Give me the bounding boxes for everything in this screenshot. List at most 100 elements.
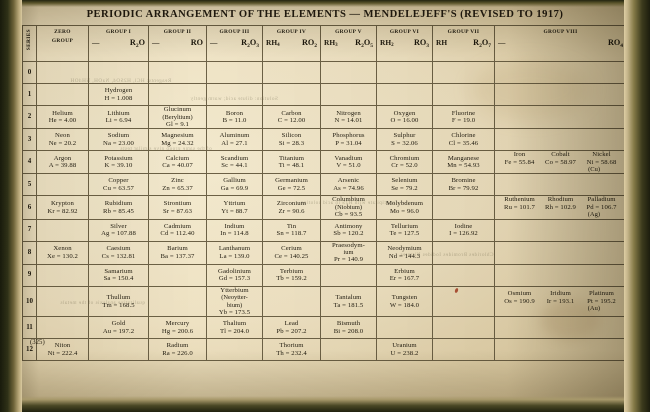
cell-g8[interactable]: Iron Fe = 55.84 Cobalt Co = 58.97 Nickel Ni =… — [494, 150, 627, 175]
cell-zero[interactable]: Krypton Kr = 82.92 — [36, 195, 89, 220]
cell-g5[interactable]: Antimony Sb = 120.2 — [320, 218, 377, 242]
element-weight: Cr = 52.0 — [391, 162, 418, 170]
cell-zero[interactable]: Neon Ne = 20.2 — [36, 128, 89, 152]
element-name: Germanium — [275, 177, 308, 185]
cell-g1[interactable]: Gold Au = 197.2 — [88, 316, 149, 340]
cell-g4[interactable]: Zirconium Zr = 90.6 — [262, 195, 321, 220]
cell-g7[interactable]: Chlorine Cl = 35.46 — [432, 128, 495, 152]
cell-g8[interactable]: Ruthenium Ru = 101.7 Rhodium Rh = 102.9 Pall… — [494, 195, 627, 220]
cell-g6[interactable]: Neodymium Nd = 144.3 — [376, 240, 433, 265]
cell-zero[interactable]: Xenon Xe = 130.2 — [36, 240, 89, 265]
cell-g6[interactable]: Oxygen O = 16.00 — [376, 104, 433, 130]
cell-g7[interactable]: Manganese Mn = 54.93 — [432, 150, 495, 175]
cell-g6[interactable]: Tungsten W = 184.0 — [376, 285, 433, 318]
cell-g7[interactable]: Iodine I = 126.92 — [432, 218, 495, 242]
cell-g1[interactable]: Copper Cu = 63.57 — [88, 173, 149, 197]
cell-g5 — [320, 61, 377, 84]
cell-g6[interactable]: Sulphur S = 32.06 — [376, 128, 433, 152]
cell-g3[interactable]: Boron B = 11.0 — [206, 104, 263, 130]
cell-g1[interactable]: Sodium Na = 23.00 — [88, 128, 149, 152]
cell-g7[interactable]: Fluorine F = 19.0 — [432, 104, 495, 130]
cell-g4[interactable]: Germanium Ge = 72.5 — [262, 173, 321, 197]
cell-g6[interactable]: Chromium Cr = 52.0 — [376, 150, 433, 175]
cell-g5[interactable]: Praesodym-ium Pr = 140.9 — [320, 240, 377, 265]
cell-zero[interactable]: Argon A = 39.88 — [36, 150, 89, 175]
cell-g8[interactable]: Osmium Os = 190.9 Iridium Ir = 193.1 Platinu… — [494, 285, 627, 318]
element-name: Aluminum — [219, 132, 250, 140]
cell-g1[interactable]: Rubidium Rb = 85.45 — [88, 195, 149, 220]
cell-g5[interactable]: Nitrogen N = 14.01 — [320, 104, 377, 130]
table-row: 7 Silver Ag = 107.88 Cadmium Cd = 112.40 Indi… — [22, 218, 627, 242]
element-g5: Bismuth Bi = 208.0 — [321, 320, 376, 335]
cell-g7[interactable]: Bromine Br = 79.92 — [432, 173, 495, 197]
periodic-table: SERIES ZERO GROUP GROUP I — R2O GROUP II … — [22, 25, 627, 362]
cell-g3[interactable]: Aluminum Al = 27.1 — [206, 128, 263, 152]
element-name: Chromium — [389, 154, 420, 162]
cell-g3[interactable]: Indium In = 114.8 — [206, 218, 263, 242]
group-4-hydride: RH4 — [266, 37, 280, 49]
cell-g5[interactable]: Arsenic As = 74.96 — [320, 173, 377, 197]
cell-g3[interactable]: Lanthanum La = 139.0 — [206, 240, 263, 265]
cell-g2[interactable]: Zinc Zn = 65.37 — [148, 173, 207, 197]
cell-g5[interactable]: Vanadium V = 51.0 — [320, 150, 377, 175]
cell-g5[interactable]: Phosphorus P = 31.04 — [320, 128, 377, 152]
element-name: Lanthanum — [218, 245, 251, 253]
cell-g3[interactable]: Thalium Tl = 204.0 — [206, 316, 263, 340]
cell-zero[interactable]: Helium He = 4.00 — [36, 104, 89, 130]
element-name: Iridium — [550, 290, 571, 298]
cell-g6[interactable]: Selenium Se = 79.2 — [376, 173, 433, 197]
cell-g4[interactable]: Thorium Th = 232.4 — [262, 338, 321, 362]
element-name: Hydrogen — [104, 87, 133, 94]
cell-g1[interactable]: Potassium K = 39.10 — [88, 150, 149, 175]
element-weight: Sr = 87.63 — [162, 207, 193, 215]
cell-g6[interactable]: Tellurium Te = 127.5 — [376, 218, 433, 242]
cell-g6[interactable]: Erbium Er = 167.7 — [376, 263, 433, 287]
element-weight: Ca = 40.07 — [162, 162, 193, 170]
cell-g4[interactable]: Carbon C = 12.00 — [262, 104, 321, 130]
cell-g6[interactable]: Molybdenum Mo = 96.0 — [376, 195, 433, 220]
cell-g3[interactable]: Ytterbium (Neoytter-bium) Yb = 173.5 — [206, 285, 263, 318]
cell-g3[interactable]: Yttrium Yt = 88.7 — [206, 195, 263, 220]
cell-g2[interactable]: Glucinum (Beryltium) Gl = 9.1 — [148, 104, 207, 130]
element-name: Scandium — [220, 154, 249, 162]
cell-g7 — [432, 195, 495, 220]
cell-g1[interactable]: Hydrogen H = 1.008 — [88, 83, 149, 106]
cell-g3[interactable]: Gadolinium Gd = 157.3 — [206, 263, 263, 287]
cell-g2[interactable]: Radium Ra = 226.0 — [148, 338, 207, 362]
cell-g1[interactable]: Thullum Tm = 168.5 — [88, 285, 149, 318]
cell-g2[interactable]: Calcium Ca = 40.07 — [148, 150, 207, 175]
group-8-elements: Ruthenium Ru = 101.7 Rhodium Rh = 102.9 Pall… — [495, 196, 626, 211]
cell-g8 — [494, 83, 627, 106]
group-7-oxide: R2O7 — [473, 38, 491, 49]
cell-g5[interactable]: Columbium (Niobium) Cb = 93.5 — [320, 195, 377, 220]
cell-g2[interactable]: Strontium Sr = 87.63 — [148, 195, 207, 220]
series-number: 1 — [22, 83, 37, 106]
cell-g1[interactable]: Caesium Cs = 132.81 — [88, 240, 149, 265]
cell-g4[interactable]: Tin Sn = 118.7 — [262, 218, 321, 242]
cell-g2[interactable]: Magnesium Mg = 24.32 — [148, 128, 207, 152]
cell-g1[interactable]: Lithium Li = 6.94 — [88, 104, 149, 130]
element-g3: Aluminum Al = 27.1 — [207, 132, 262, 147]
cell-g5[interactable]: Tantalum Ta = 181.5 — [320, 285, 377, 318]
cell-g5[interactable]: Bismuth Bi = 208.0 — [320, 316, 377, 340]
cell-g3[interactable]: Scandium Sc = 44.1 — [206, 150, 263, 175]
cell-g1[interactable]: Silver Ag = 107.88 — [88, 218, 149, 242]
cell-g3[interactable]: Gallium Ga = 69.9 — [206, 173, 263, 197]
cell-g4[interactable]: Terbium Tb = 159.2 — [262, 263, 321, 287]
cell-g2[interactable]: Cadmium Cd = 112.40 — [148, 218, 207, 242]
cell-g4[interactable]: Titanium Ti = 48.1 — [262, 150, 321, 175]
element-weight: Ge = 72.5 — [277, 184, 306, 192]
cell-g2[interactable]: Barium Ba = 137.37 — [148, 240, 207, 265]
cell-g1[interactable]: Samarium Sa = 150.4 — [88, 263, 149, 287]
group-8-oxide: RO4 — [607, 38, 623, 49]
cell-g6[interactable]: Uranium U = 238.2 — [376, 338, 433, 362]
cell-g2[interactable]: Mercury Hg = 200.6 — [148, 316, 207, 340]
element-weight: Ba = 137.37 — [160, 252, 195, 260]
cell-g4[interactable]: Lead Pb = 207.2 — [262, 316, 321, 340]
cell-g4[interactable]: Cerium Ce = 140.25 — [262, 240, 321, 265]
page-title: PERIODIC ARRANGEMENT OF THE ELEMENTS — M… — [86, 9, 564, 20]
element-weight: Mn = 54.93 — [447, 162, 480, 170]
element-name: Samarium — [104, 267, 133, 275]
element-name: Sulphur — [393, 132, 416, 140]
cell-g4[interactable]: Silicon Si = 28.3 — [262, 128, 321, 152]
